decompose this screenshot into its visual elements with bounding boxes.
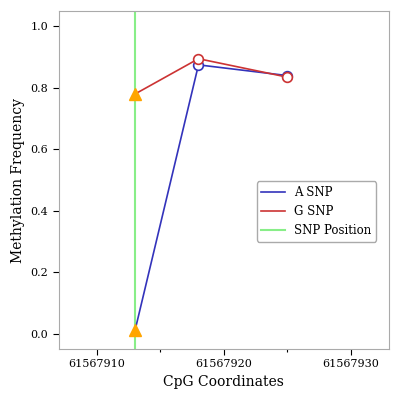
Y-axis label: Methylation Frequency: Methylation Frequency (11, 98, 25, 262)
Legend: A SNP, G SNP, SNP Position: A SNP, G SNP, SNP Position (257, 182, 376, 242)
X-axis label: CpG Coordinates: CpG Coordinates (164, 375, 284, 389)
